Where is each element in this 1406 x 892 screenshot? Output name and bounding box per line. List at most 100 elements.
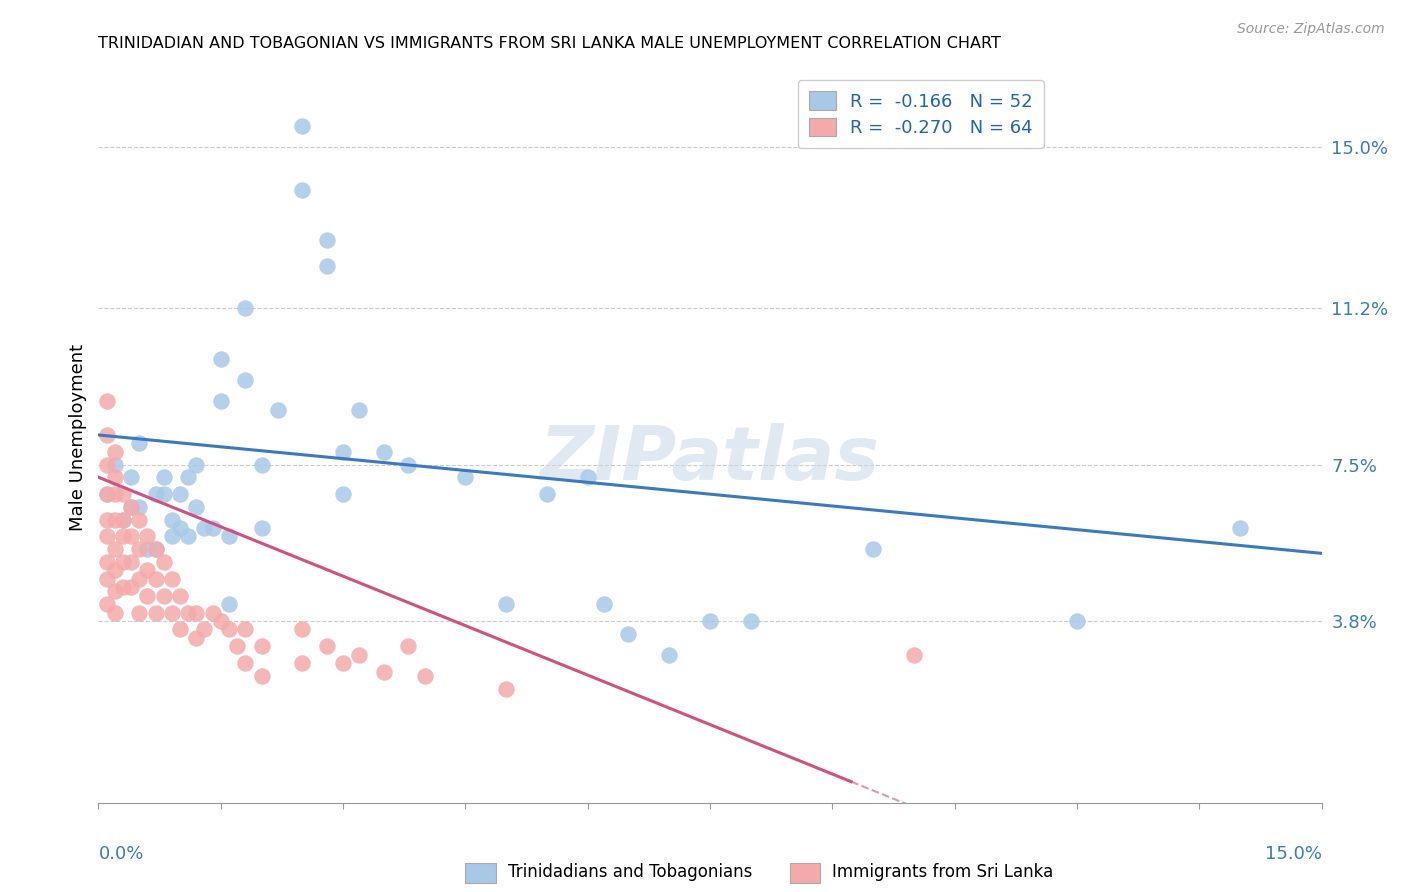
Point (169, 623, 191, 637)
Point (186, 631, 208, 645)
Text: 0.0%: 0.0% (98, 845, 143, 863)
Point (96, 487, 118, 501)
Bar (790, 863, 820, 883)
Point (201, 606, 224, 620)
Point (120, 500, 142, 514)
Point (315, 640, 337, 654)
Point (136, 529, 159, 543)
Point (658, 648, 681, 662)
Point (104, 487, 127, 501)
Point (250, 669, 273, 683)
Point (111, 512, 134, 526)
Point (740, 614, 762, 628)
Point (145, 606, 167, 620)
Point (160, 529, 183, 543)
Point (903, 648, 925, 662)
Point (201, 521, 224, 535)
Point (193, 623, 215, 637)
Point (128, 606, 150, 620)
Point (349, 402, 371, 417)
Legend: R =  -0.166   N = 52, R =  -0.270   N = 64: R = -0.166 N = 52, R = -0.270 N = 64 (797, 80, 1043, 148)
Point (96, 597, 118, 611)
Point (128, 512, 150, 526)
Point (111, 529, 134, 543)
Point (160, 572, 183, 586)
Point (96, 487, 118, 501)
Point (250, 640, 273, 654)
Point (193, 521, 215, 535)
Point (495, 597, 517, 611)
Point (145, 542, 167, 557)
Point (104, 606, 127, 620)
Point (104, 542, 127, 557)
Point (396, 640, 419, 654)
Point (152, 589, 174, 603)
Point (177, 529, 200, 543)
Point (104, 445, 127, 459)
Point (177, 606, 200, 620)
Point (373, 445, 395, 459)
Point (111, 512, 134, 526)
Point (233, 301, 256, 315)
Point (209, 394, 232, 409)
Point (104, 584, 127, 599)
Point (104, 512, 127, 526)
Point (96, 512, 118, 526)
Point (699, 614, 721, 628)
Text: 15.0%: 15.0% (1264, 845, 1322, 863)
Point (536, 487, 558, 501)
Point (145, 487, 167, 501)
Point (136, 563, 159, 577)
Point (291, 120, 314, 134)
Text: Immigrants from Sri Lanka: Immigrants from Sri Lanka (832, 863, 1053, 881)
Point (1229, 521, 1251, 535)
Bar (465, 863, 496, 883)
Point (862, 542, 884, 557)
Point (152, 555, 174, 569)
Point (96, 572, 118, 586)
Point (128, 542, 150, 557)
Point (145, 542, 167, 557)
Point (120, 500, 142, 514)
Point (186, 606, 208, 620)
Point (152, 470, 174, 484)
Point (218, 597, 240, 611)
Point (120, 555, 142, 569)
Point (169, 521, 191, 535)
Point (111, 580, 134, 594)
Point (120, 470, 142, 484)
Point (267, 402, 290, 417)
Point (250, 521, 273, 535)
Point (349, 648, 371, 662)
Point (396, 458, 419, 472)
Point (454, 470, 477, 484)
Y-axis label: Male Unemployment: Male Unemployment (69, 343, 87, 531)
Point (152, 487, 174, 501)
Point (169, 589, 191, 603)
Point (96, 428, 118, 442)
Point (104, 470, 127, 484)
Point (128, 500, 150, 514)
Point (291, 183, 314, 197)
Point (332, 657, 354, 671)
Point (104, 458, 127, 472)
Point (96, 529, 118, 543)
Text: ZIPatlas: ZIPatlas (540, 423, 880, 496)
Point (233, 657, 256, 671)
Point (177, 470, 200, 484)
Point (111, 555, 134, 569)
Point (145, 572, 167, 586)
Point (495, 681, 517, 696)
Point (120, 580, 142, 594)
Point (160, 512, 183, 526)
Point (1066, 614, 1088, 628)
Point (315, 259, 337, 273)
Point (218, 623, 240, 637)
Point (209, 614, 232, 628)
Point (96, 555, 118, 569)
Point (332, 487, 354, 501)
Point (250, 458, 273, 472)
Point (136, 542, 159, 557)
Point (413, 669, 436, 683)
Point (128, 572, 150, 586)
